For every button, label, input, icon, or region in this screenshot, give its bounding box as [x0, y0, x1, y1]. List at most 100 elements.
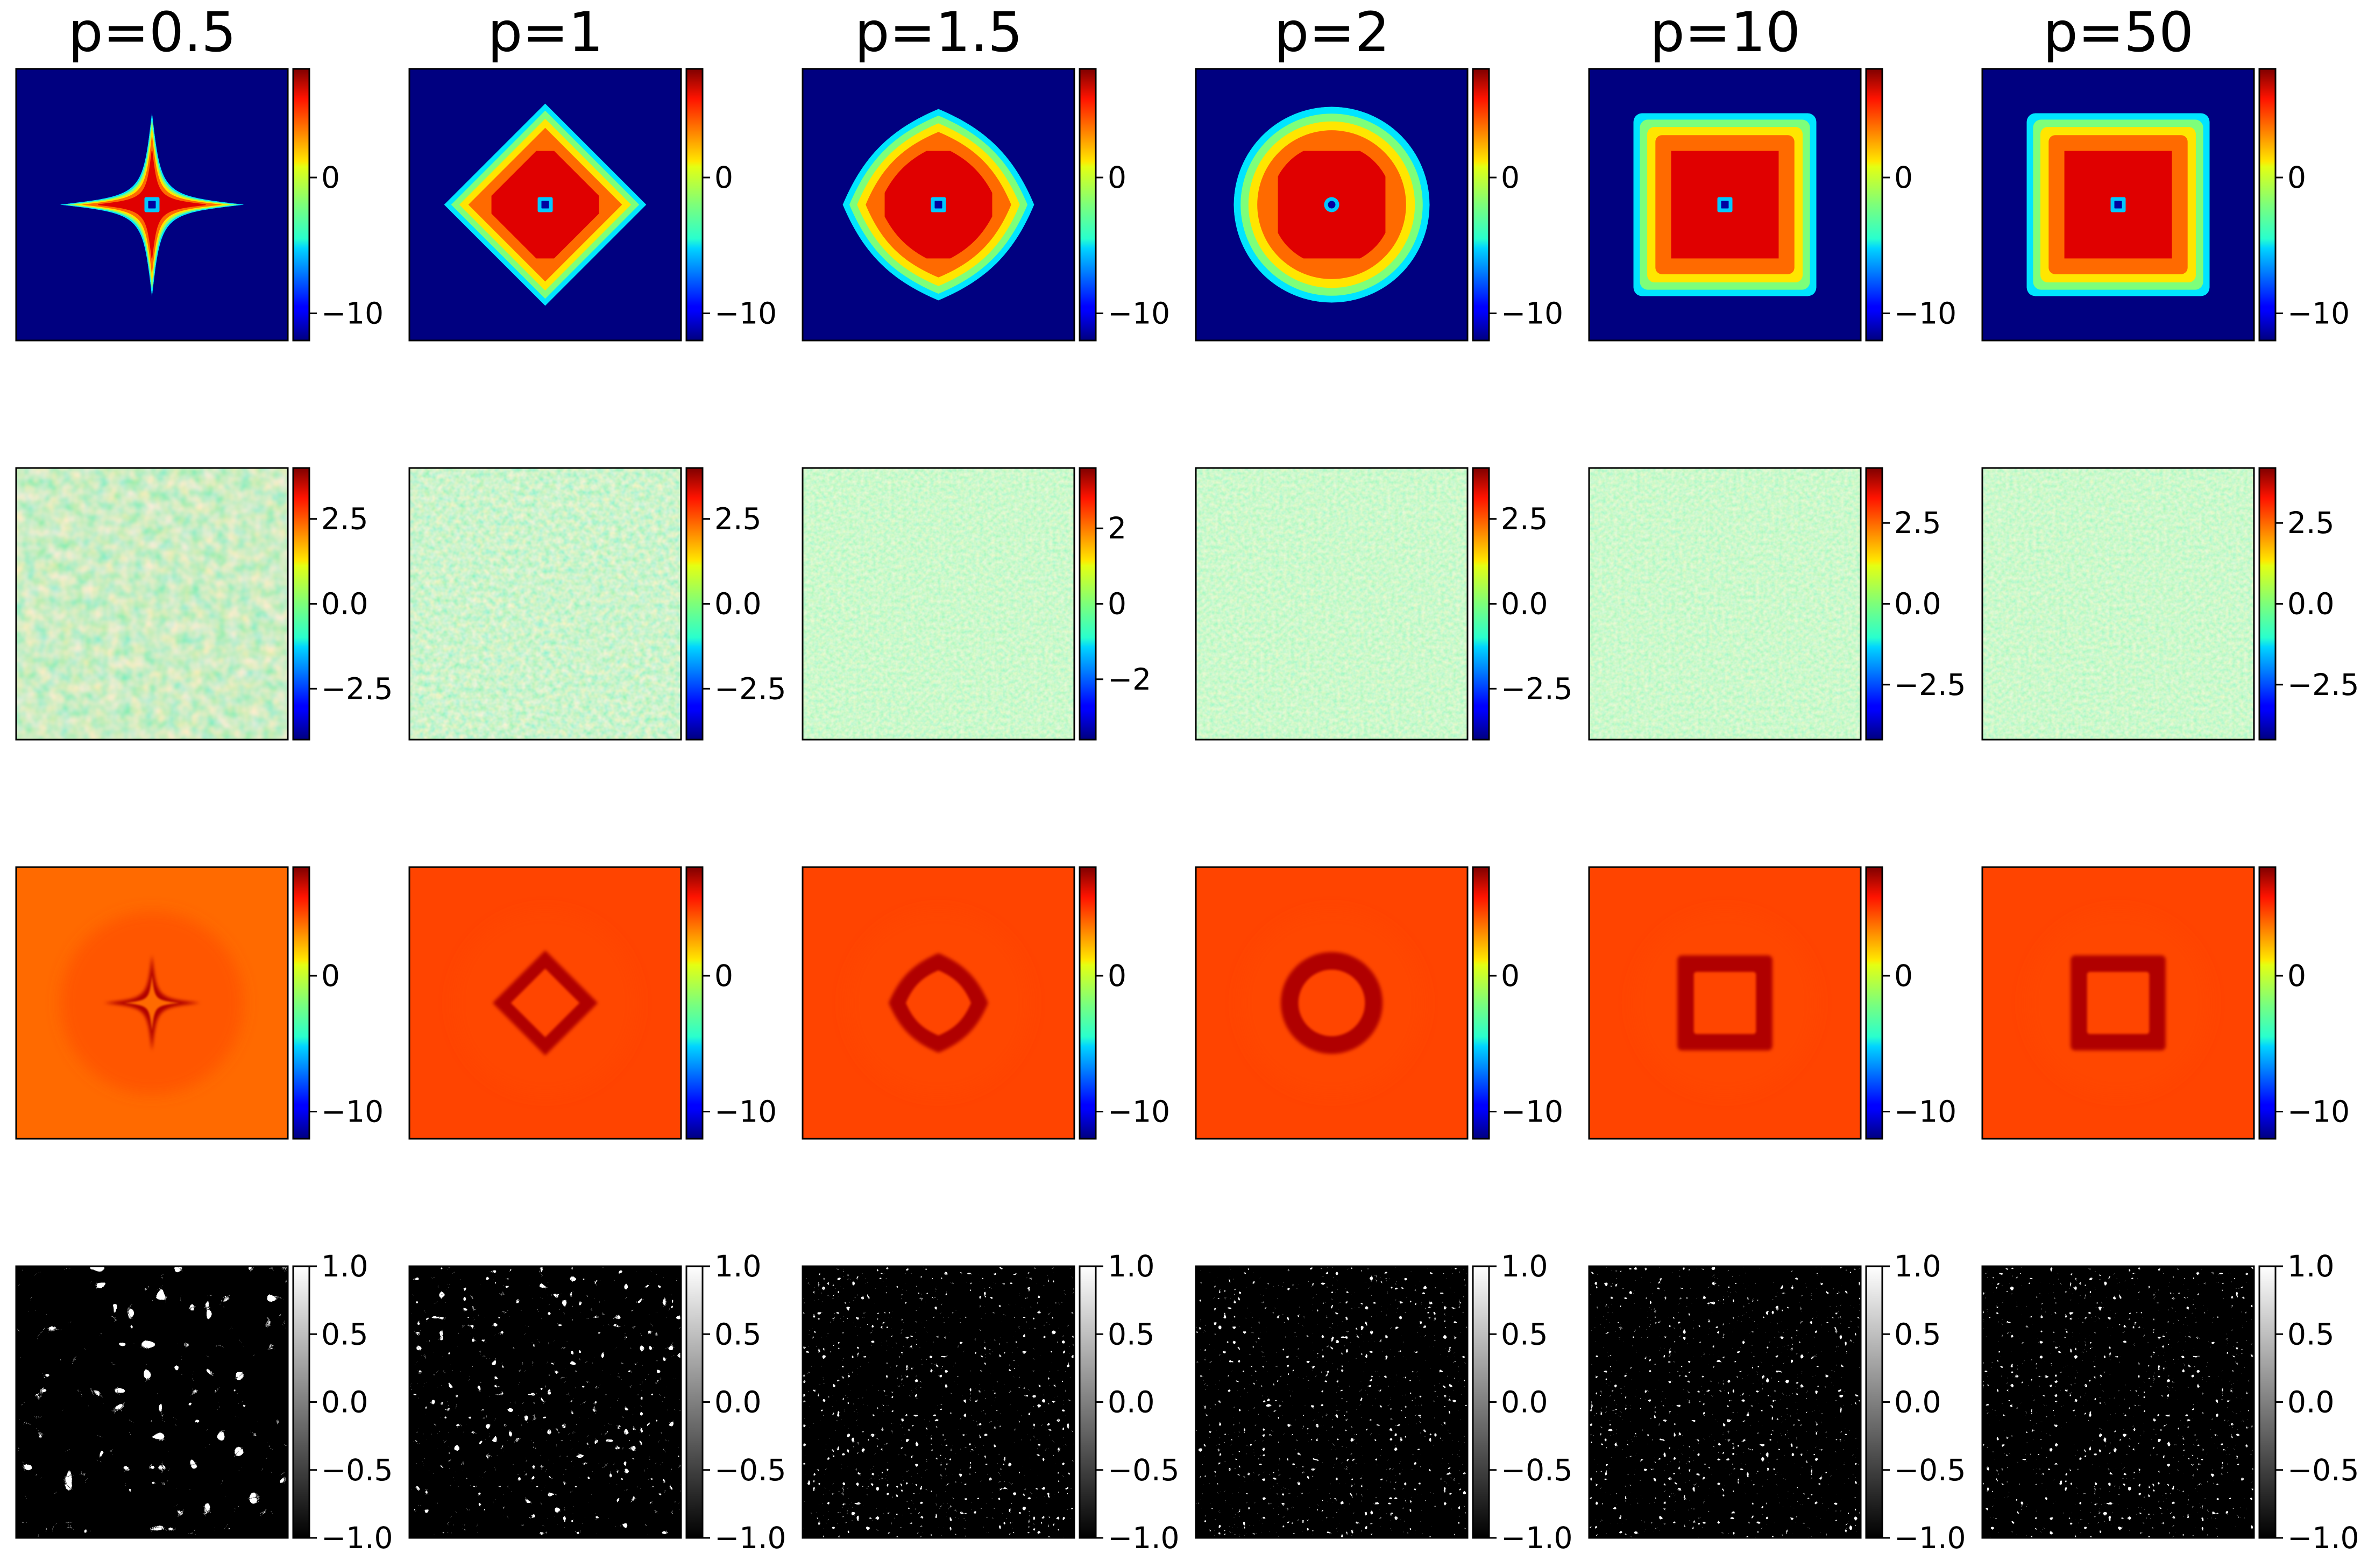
heatmap-image [1982, 1266, 2254, 1538]
colorbar [685, 467, 704, 741]
colorbar-tick-label: 0 [2287, 160, 2306, 195]
colorbar-tick-label: 1.0 [1108, 1249, 1154, 1283]
heatmap-image [803, 69, 1074, 340]
colorbar-tick-label: 0.0 [2287, 587, 2334, 621]
column-titles: p=0.5 p=1 p=1.5 p=2 p=10 p=50 [68, 1, 2194, 65]
colorbar [1865, 866, 1883, 1140]
image-frame [408, 866, 682, 1140]
colorbar-tick-label: −1.0 [1108, 1521, 1180, 1555]
colorbar-tick-label: −10 [1108, 296, 1170, 331]
colorbar-tick-label: −0.5 [1501, 1453, 1573, 1487]
panel: 0 −10 [1195, 68, 1563, 342]
colorbar-tick-label: 0.5 [714, 1317, 761, 1351]
colorbar-tick-label: −2.5 [1501, 671, 1573, 706]
colorbar-tick-label: 0 [1501, 160, 1520, 195]
colorbar [685, 1265, 704, 1539]
colorbar-tick-label: −10 [714, 296, 777, 331]
colorbar [1079, 1265, 1097, 1539]
panel: 2.5 0.0 −2.5 [408, 467, 786, 741]
colorbar-tick-label: 0 [1894, 959, 1913, 993]
panel: 0 −10 [408, 68, 777, 342]
image-frame [408, 467, 682, 741]
colorbar-tick-label: −2.5 [1894, 668, 1966, 702]
image-frame [1195, 1265, 1469, 1539]
image-frame [1195, 866, 1469, 1140]
colorbar-tick-label: 2.5 [321, 502, 368, 536]
heatmap-image [1589, 1266, 1861, 1538]
image-frame [1195, 467, 1469, 741]
colorbar-tick-label: 0.0 [1108, 1385, 1154, 1420]
colorbar-tick-label: 0.0 [1894, 1385, 1941, 1420]
colorbar [685, 866, 704, 1140]
colorbar-tick-label: 0 [1108, 587, 1126, 621]
colorbar [1865, 68, 1883, 342]
heatmap-image [409, 867, 681, 1139]
colorbar-tick-label: −2.5 [714, 671, 786, 706]
heatmap-image [1196, 69, 1467, 340]
image-frame [408, 68, 682, 342]
colorbar [1079, 467, 1097, 741]
colorbar-tick-label: 0.5 [2287, 1317, 2334, 1351]
panel: 2.5 0.0 −2.5 [1588, 467, 1966, 741]
colorbar [1865, 467, 1883, 741]
heatmap-image [803, 468, 1074, 740]
column-title: p=1 [487, 1, 603, 65]
image-frame [15, 1265, 289, 1539]
panel: 0 −10 [1588, 866, 1956, 1140]
colorbar [292, 467, 310, 741]
colorbar [292, 68, 310, 342]
colorbar-tick-label: 0.5 [1894, 1317, 1941, 1351]
image-frame [15, 467, 289, 741]
colorbar-tick-label: −10 [321, 1095, 384, 1129]
colorbar [685, 68, 704, 342]
panels: 0 −10 0 −10 0 −10 0 −10 0 −10 0 −10 2.5 0.0 −2.5 2.5 0.0… [15, 68, 2359, 1555]
colorbar-tick-label: −0.5 [321, 1453, 393, 1487]
colorbar-tick-label: 2 [1108, 511, 1126, 545]
column-title: p=10 [1650, 1, 1800, 65]
colorbar-tick-label: 1.0 [714, 1249, 761, 1283]
colorbar-tick-label: 1.0 [321, 1249, 368, 1283]
heatmap-image [803, 1266, 1074, 1538]
colorbar-tick-label: 1.0 [1501, 1249, 1548, 1283]
colorbar-tick-label: 2.5 [714, 502, 761, 536]
image-frame [802, 1265, 1075, 1539]
heatmap-image [1196, 468, 1467, 740]
colorbar-tick-label: −0.5 [714, 1453, 786, 1487]
colorbar-tick-label: 2.5 [1894, 506, 1941, 540]
colorbar-tick-label: −1.0 [1501, 1521, 1573, 1555]
heatmap-image [1589, 69, 1861, 340]
colorbar-tick-label: −10 [1894, 296, 1956, 331]
panel: 0 −10 [15, 68, 384, 342]
image-frame [802, 68, 1075, 342]
image-frame [15, 866, 289, 1140]
colorbar-tick-label: 2.5 [1501, 502, 1548, 536]
colorbar-tick-label: −10 [1894, 1095, 1956, 1129]
colorbar-tick-label: 0 [321, 959, 340, 993]
panel: 0 −10 [802, 866, 1170, 1140]
panel: 0 −10 [1981, 866, 2350, 1140]
panel: 0 −10 [1588, 68, 1956, 342]
colorbar-tick-label: −10 [1501, 1095, 1563, 1129]
heatmap-image [16, 1266, 288, 1538]
image-frame [1981, 1265, 2255, 1539]
colorbar [1472, 1265, 1490, 1539]
panel: 1.0 0.5 0.0 −0.5 −1.0 [408, 1249, 786, 1555]
column-title: p=2 [1274, 1, 1389, 65]
colorbar [1079, 68, 1097, 342]
colorbar-tick-label: 0.5 [1108, 1317, 1154, 1351]
panel: 2.5 0.0 −2.5 [1981, 467, 2359, 741]
colorbar-tick-label: 0 [714, 959, 733, 993]
colorbar-tick-label: −0.5 [2287, 1453, 2359, 1487]
colorbar-tick-label: 0 [1894, 160, 1913, 195]
image-frame [1588, 467, 1862, 741]
colorbar [2258, 1265, 2277, 1539]
panel: 0 −10 [1195, 866, 1563, 1140]
colorbar [1079, 866, 1097, 1140]
image-frame [1588, 68, 1862, 342]
heatmap-image [409, 69, 681, 340]
image-frame [15, 68, 289, 342]
panel: 1.0 0.5 0.0 −0.5 −1.0 [15, 1249, 393, 1555]
heatmap-image [1982, 69, 2254, 340]
colorbar-tick-label: −1.0 [714, 1521, 786, 1555]
